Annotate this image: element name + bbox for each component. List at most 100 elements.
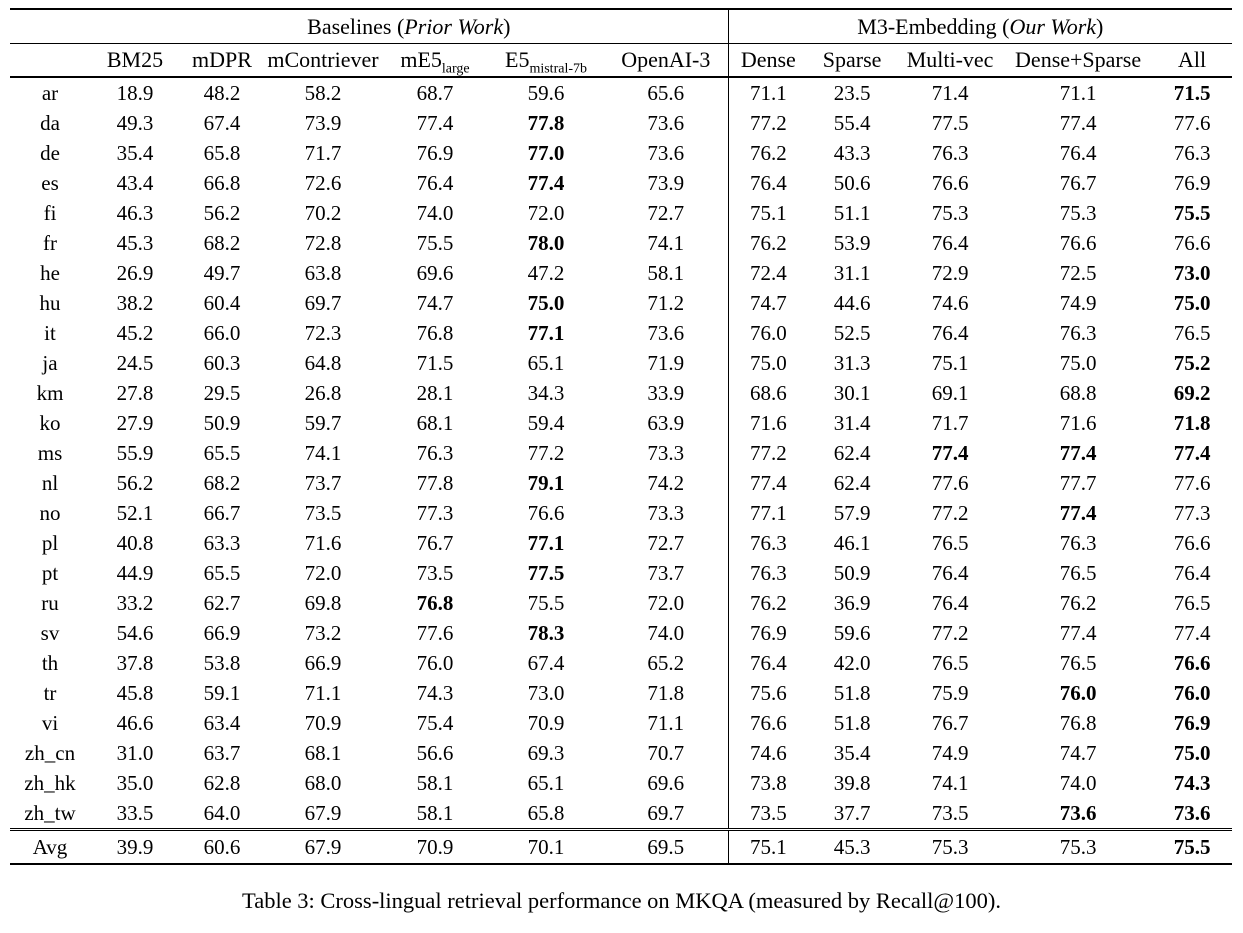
col-header-subscript: large [441,61,470,77]
col-header-dense-sparse: Dense+Sparse [1004,43,1153,78]
value-cell-me5-large: 69.6 [416,261,454,285]
value-cell-dense: 75.0 [727,348,809,378]
value-cell-me5-large: 77.8 [416,471,454,495]
value-cell-mdpr: 63.4 [203,711,241,735]
value-cell-bm25: 45.2 [116,321,154,345]
table-row-pt: pt 44.9 65.5 72.0 73.5 77.5 73.7 76.3 50.9 76.4 76… [10,558,1232,588]
value-cell-bm25: 38.2 [116,291,154,315]
value-cell-dense-sparse: 76.3 [1059,531,1097,555]
value-cell-sparse: 62.4 [833,441,871,465]
value-cell-dense: 73.5 [727,798,809,830]
col-header-me5-large: mE5large [382,43,488,78]
value-cell-dense: 68.6 [727,378,809,408]
value-cell-bm25: 18.9 [116,81,154,105]
value-cell-me5-large: 76.0 [416,651,454,675]
value-cell-openai-3: 73.3 [647,501,685,525]
value-cell-multi-vec: 74.1 [931,771,969,795]
value-cell-sparse: 50.9 [833,561,871,585]
value-cell-dense-sparse: 75.3 [1059,201,1097,225]
value-cell-dense: 76.3 [727,528,809,558]
value-cell-mdpr: 65.5 [203,561,241,585]
value-cell-multi-vec: 75.3 [896,828,1005,864]
value-cell-all: 77.6 [1173,111,1211,135]
value-cell-bm25: 45.8 [116,681,154,705]
value-cell-bm25: 35.0 [116,771,154,795]
value-cell-openai-3: 63.9 [647,411,685,435]
lang-label: ru [41,591,59,615]
value-cell-dense: 76.2 [727,228,809,258]
value-cell-dense: 72.4 [727,258,809,288]
lang-label: he [40,261,60,285]
value-cell-sparse: 31.1 [833,261,871,285]
value-cell-dense: 76.4 [727,168,809,198]
value-cell-me5-large: 76.4 [416,171,454,195]
value-cell-dense: 77.2 [727,108,809,138]
value-cell-bm25: 46.3 [116,201,154,225]
col-header-lang [10,43,90,78]
value-cell-multi-vec: 72.9 [931,261,969,285]
value-cell-mcontriever: 69.7 [304,291,342,315]
lang-label: ko [39,411,61,435]
col-header-subscript: mistral-7b [529,61,587,77]
value-cell-all: 75.0 [1173,741,1211,765]
table-row-pl: pl 40.8 63.3 71.6 76.7 77.1 72.7 76.3 46.1 76.5 76… [10,528,1232,558]
value-cell-e5-mistral-7b: 77.5 [527,561,565,585]
value-cell-e5-mistral-7b: 69.3 [527,741,565,765]
value-cell-mcontriever: 70.9 [304,711,342,735]
value-cell-e5-mistral-7b: 77.2 [527,441,565,465]
value-cell-dense-sparse: 77.4 [1059,111,1097,135]
lang-label: da [40,111,60,135]
value-cell-all: 75.5 [1152,828,1233,864]
value-cell-sparse: 30.1 [833,381,871,405]
value-cell-mdpr: 63.3 [203,531,241,555]
table-row-ar: ar 18.9 48.2 58.2 68.7 59.6 65.6 71.1 23.5 71.4 71… [10,77,1232,108]
value-cell-all: 76.4 [1173,561,1211,585]
table-row-sv: sv 54.6 66.9 73.2 77.6 78.3 74.0 76.9 59.6 77.2 77… [10,618,1232,648]
lang-label: fi [43,201,57,225]
value-cell-e5-mistral-7b: 76.6 [527,501,565,525]
value-cell-all: 75.5 [1173,201,1211,225]
value-cell-dense-sparse: 75.3 [1004,828,1153,864]
value-cell-dense-sparse: 76.7 [1059,171,1097,195]
value-cell-mcontriever: 72.8 [304,231,342,255]
avg-section: Avg 39.9 60.6 67.9 70.9 70.1 69.5 75.1 45.3 75.3 7… [10,828,1233,864]
value-cell-multi-vec: 74.6 [931,291,969,315]
value-cell-sparse: 31.3 [833,351,871,375]
value-cell-bm25: 33.2 [116,591,154,615]
value-cell-bm25: 33.5 [116,801,154,825]
value-cell-sparse: 39.8 [833,771,871,795]
value-cell-openai-3: 58.1 [647,261,685,285]
table-row-de: de 35.4 65.8 71.7 76.9 77.0 73.6 76.2 43.3 76.3 76… [10,138,1232,168]
table-row-zh_tw: zh_tw 33.5 64.0 67.9 58.1 65.8 69.7 73.5 37.7 73.… [10,798,1232,830]
group-header-m3: M3-Embedding (Our Work) [727,9,1233,44]
group-header-italic: Prior Work [404,13,504,39]
value-cell-mdpr: 65.8 [203,141,241,165]
value-cell-all: 76.5 [1173,591,1211,615]
table-row-it: it 45.2 66.0 72.3 76.8 77.1 73.6 76.0 52.5 76.4 76… [10,318,1232,348]
value-cell-mdpr: 67.4 [203,111,241,135]
col-header-mdpr: mDPR [180,43,264,78]
value-cell-bm25: 46.6 [116,711,154,735]
value-cell-bm25: 27.8 [116,381,154,405]
value-cell-all: 76.0 [1173,681,1211,705]
value-cell-e5-mistral-7b: 75.0 [527,291,565,315]
value-cell-bm25: 56.2 [116,471,154,495]
value-cell-me5-large: 77.4 [416,111,454,135]
value-cell-all: 69.2 [1173,381,1211,405]
value-cell-sparse: 50.6 [833,171,871,195]
value-cell-mcontriever: 73.7 [304,471,342,495]
value-cell-sparse: 46.1 [833,531,871,555]
value-cell-sparse: 52.5 [833,321,871,345]
table-caption: Table 3: Cross-lingual retrieval perform… [242,888,1001,913]
value-cell-all: 76.9 [1173,171,1211,195]
value-cell-dense: 75.1 [727,198,809,228]
value-cell-me5-large: 58.1 [416,771,454,795]
value-cell-sparse: 37.7 [833,801,871,825]
value-cell-all: 75.2 [1173,351,1211,375]
value-cell-dense: 76.0 [727,318,809,348]
value-cell-mcontriever: 71.6 [304,531,342,555]
value-cell-mcontriever: 67.9 [304,801,342,825]
value-cell-mcontriever: 74.1 [304,441,342,465]
value-cell-e5-mistral-7b: 77.0 [527,141,565,165]
value-cell-multi-vec: 76.4 [931,321,969,345]
